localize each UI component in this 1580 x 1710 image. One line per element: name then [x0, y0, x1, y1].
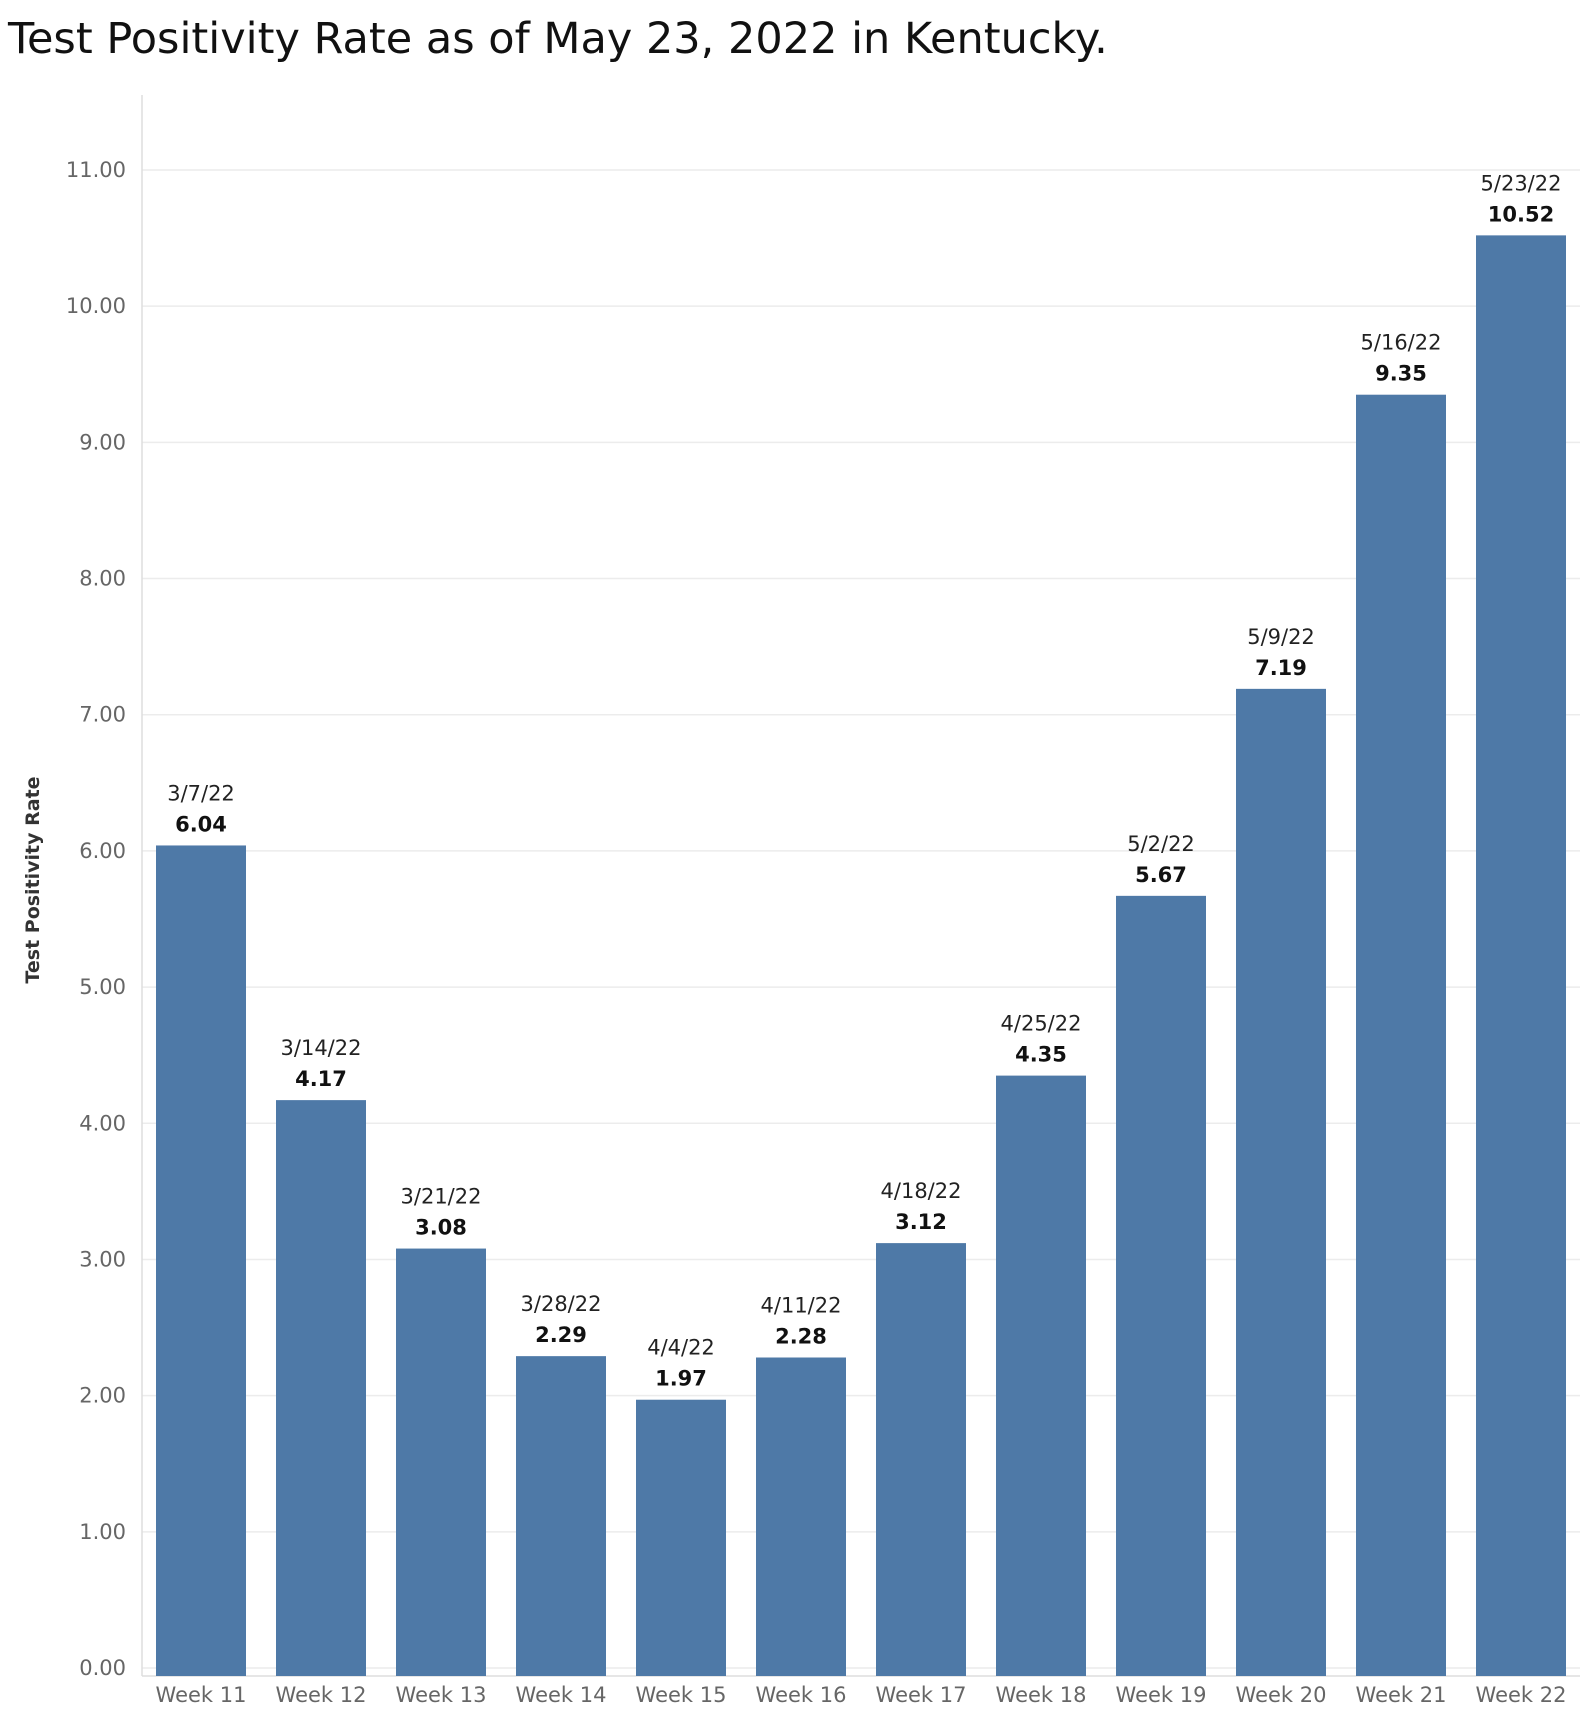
bar-date-label: 3/14/22 — [281, 1036, 362, 1060]
x-tick-label: Week 11 — [156, 1683, 247, 1707]
y-tick-label: 9.00 — [79, 430, 126, 454]
bar-value-label: 10.52 — [1488, 202, 1554, 226]
bar-value-label: 3.12 — [895, 1210, 947, 1234]
bar-date-label: 5/9/22 — [1247, 625, 1315, 649]
bar-value-label: 7.19 — [1255, 656, 1307, 680]
x-tick-label: Week 15 — [636, 1683, 727, 1707]
y-tick-label: 11.00 — [66, 158, 126, 182]
y-axis-tick-labels: 0.00 1.00 2.00 3.00 4.00 5.00 6.00 7.00 8.00 9.00… — [66, 158, 126, 1680]
bar-value-label: 3.08 — [415, 1216, 467, 1240]
bar-date-label: 3/28/22 — [521, 1292, 602, 1316]
x-tick-label: Week 20 — [1236, 1683, 1327, 1707]
x-tick-label: Week 13 — [396, 1683, 487, 1707]
y-tick-label: 8.00 — [79, 567, 126, 591]
x-tick-label: Week 17 — [876, 1683, 967, 1707]
x-tick-label: Week 18 — [996, 1683, 1087, 1707]
bar — [876, 1243, 966, 1676]
bar — [396, 1248, 486, 1676]
bar-date-label: 4/18/22 — [881, 1179, 962, 1203]
bar-date-label: 5/2/22 — [1127, 832, 1195, 856]
bar — [1476, 235, 1566, 1676]
y-tick-label: 0.00 — [79, 1656, 126, 1680]
x-tick-label: Week 14 — [516, 1683, 607, 1707]
x-axis-tick-labels: Week 11 Week 12 Week 13 Week 14 Week 15 Week … — [156, 1683, 1567, 1707]
y-tick-label: 6.00 — [79, 839, 126, 863]
y-tick-label: 4.00 — [79, 1111, 126, 1135]
bar — [636, 1399, 726, 1676]
y-tick-label: 2.00 — [79, 1384, 126, 1408]
bar-value-label: 2.29 — [535, 1323, 587, 1347]
bar-date-label: 3/21/22 — [401, 1185, 482, 1209]
y-tick-label: 3.00 — [79, 1247, 126, 1271]
bar — [1356, 394, 1446, 1677]
x-tick-label: Week 19 — [1116, 1683, 1207, 1707]
y-tick-label: 10.00 — [66, 294, 126, 318]
bar — [276, 1100, 366, 1676]
bar-value-label: 5.67 — [1135, 863, 1187, 887]
data-labels: 3/7/22 6.04 3/14/22 4.17 3/21/22 3.08 3/28/22 2… — [167, 171, 1561, 1390]
bar-value-label: 4.17 — [295, 1067, 347, 1091]
bar — [156, 845, 246, 1676]
bar-date-label: 3/7/22 — [167, 781, 235, 805]
chart-title: Test Positivity Rate as of May 23, 2022 … — [8, 14, 1108, 64]
bar — [1116, 895, 1206, 1676]
bar-date-label: 4/4/22 — [647, 1336, 715, 1360]
bar-date-label: 5/16/22 — [1361, 331, 1442, 355]
x-tick-label: Week 22 — [1476, 1683, 1567, 1707]
x-tick-label: Week 21 — [1356, 1683, 1447, 1707]
bar-value-label: 1.97 — [655, 1367, 707, 1391]
bar-date-label: 5/23/22 — [1481, 171, 1562, 195]
y-tick-label: 7.00 — [79, 703, 126, 727]
bar-value-label: 4.35 — [1015, 1043, 1067, 1067]
gridlines — [142, 169, 1580, 1669]
y-tick-label: 5.00 — [79, 975, 126, 999]
bar — [516, 1356, 606, 1676]
axes — [141, 95, 1580, 1677]
bar-date-label: 4/11/22 — [761, 1294, 842, 1318]
bar-value-label: 6.04 — [175, 812, 227, 836]
x-tick-label: Week 12 — [276, 1683, 367, 1707]
bars — [156, 235, 1566, 1677]
bar-date-label: 4/25/22 — [1001, 1012, 1082, 1036]
bar — [756, 1357, 846, 1676]
y-tick-label: 1.00 — [79, 1520, 126, 1544]
bar-value-label: 9.35 — [1375, 362, 1427, 386]
bar-value-label: 2.28 — [775, 1325, 827, 1349]
bar — [996, 1075, 1086, 1676]
bar — [1236, 688, 1326, 1676]
y-axis-title: Test Positivity Rate — [22, 776, 44, 983]
x-tick-label: Week 16 — [756, 1683, 847, 1707]
